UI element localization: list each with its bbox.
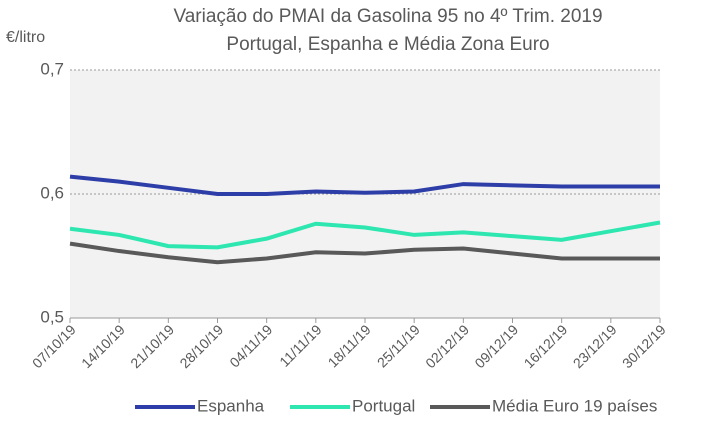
- x-tick-label: 16/12/19: [521, 321, 571, 371]
- x-tick-label: 07/10/19: [29, 321, 79, 371]
- x-tick-label: 28/10/19: [176, 321, 226, 371]
- x-tick-label: 23/12/19: [570, 321, 620, 371]
- x-tick-label: 21/10/19: [127, 321, 177, 371]
- x-tick-label: 04/11/19: [226, 321, 275, 370]
- x-tick-label: 09/12/19: [471, 321, 521, 371]
- series-line: [69, 174, 660, 196]
- x-tick-label: 18/11/19: [325, 321, 374, 370]
- x-tick-label: 25/11/19: [374, 321, 423, 370]
- series-line: [69, 241, 660, 265]
- y-tick-label: 0,6: [40, 183, 64, 202]
- y-axis-label: €/litro: [6, 29, 45, 46]
- series-line: [69, 220, 661, 250]
- x-tick-label: 02/12/19: [422, 321, 472, 371]
- x-tick-label: 11/11/19: [276, 321, 325, 370]
- chart-subtitle: Portugal, Espanha e Média Zona Euro: [226, 34, 549, 55]
- chart-title: Variação do PMAI da Gasolina 95 no 4º Tr…: [173, 6, 602, 27]
- x-tick-label: 14/10/19: [78, 321, 128, 371]
- y-tick-label: 0,7: [40, 59, 64, 78]
- legend-label: Média Euro 19 países: [492, 396, 657, 415]
- legend-label: Espanha: [197, 396, 265, 415]
- legend-label: Portugal: [352, 396, 415, 415]
- y-tick-label: 0,5: [40, 307, 64, 326]
- x-tick-label: 30/12/19: [619, 321, 669, 371]
